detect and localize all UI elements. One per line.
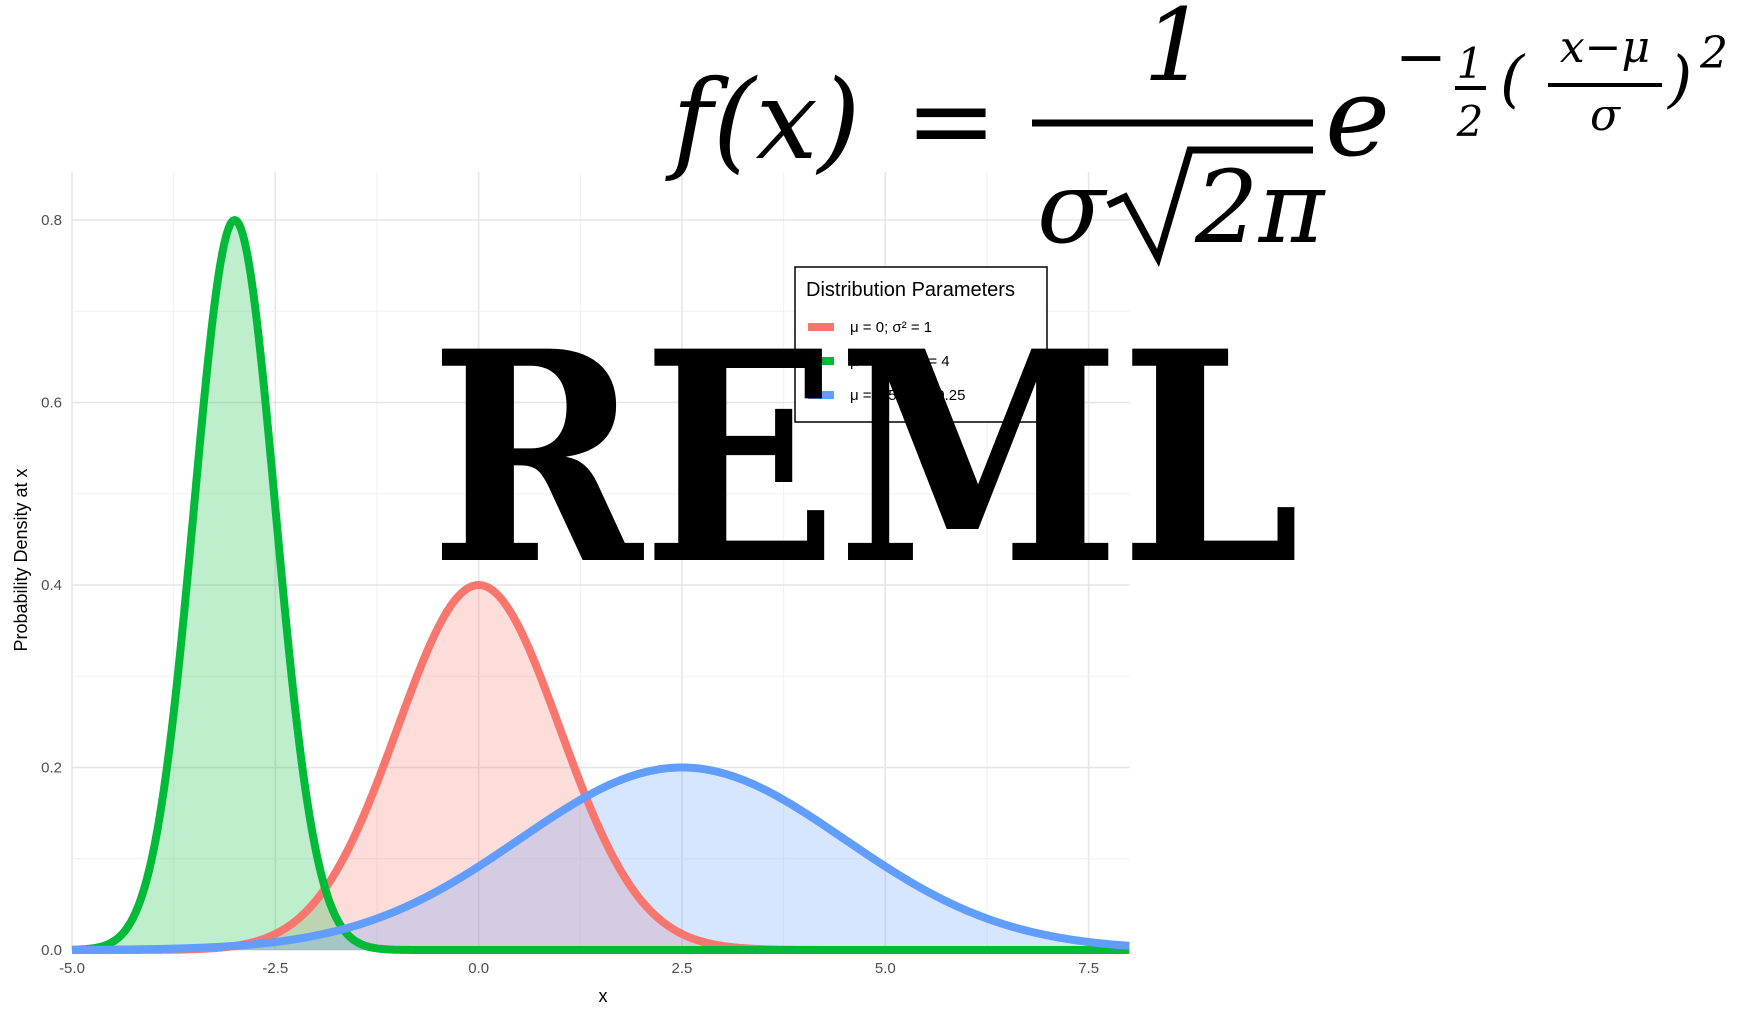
density-area-3 (72, 767, 1130, 950)
density-area-2 (72, 220, 1130, 950)
formula-exp-open: ( (1500, 42, 1526, 115)
x-tick-label: 7.5 (1078, 960, 1099, 977)
y-tick-label: 0.6 (41, 395, 62, 412)
formula-equals: = (905, 56, 997, 184)
x-tick-labels: -5.0 -2.5 0.0 2.5 5.0 7.5 (59, 960, 1099, 977)
formula-exp-close: ) (1666, 42, 1692, 115)
formula-exp-minus: − (1395, 20, 1447, 93)
formula-exp-half-num: 1 (1457, 39, 1484, 88)
density-area-1 (72, 585, 1130, 950)
y-tick-labels: 0.0 0.2 0.4 0.6 0.8 (41, 212, 62, 959)
x-tick-label: 5.0 (875, 960, 896, 977)
formula-numerator: 1 (1143, 0, 1207, 104)
legend-items: μ = 0; σ² = 1 μ = -2.5; σ² = 4 μ = 2.5; σ²… (808, 319, 965, 404)
formula-exp-half-den: 2 (1456, 97, 1484, 146)
legend: Distribution Parameters μ = 0; σ² = 1μ =… (794, 266, 1048, 423)
formula-exp-inner-den: σ (1590, 90, 1622, 141)
density-line-3 (70, 763, 1132, 954)
x-tick-label: 0.0 (468, 960, 489, 977)
formula-base: e (1325, 53, 1390, 181)
formula-exp-inner-num: x−μ (1560, 22, 1650, 73)
density-line-2 (70, 216, 1132, 954)
overlay-title: REML (430, 289, 1300, 629)
formula-denominator-radicand: 2π (1194, 149, 1327, 266)
formula-lhs: f(x) (665, 56, 861, 184)
formula-exp-power: 2 (1699, 28, 1728, 79)
y-tick-label: 0.2 (41, 760, 62, 777)
y-tick-label: 0.8 (41, 212, 62, 229)
x-tick-label: 2.5 (672, 960, 693, 977)
formula-denominator-sigma: σ (1037, 149, 1108, 266)
legend-label-3: μ = 2.5; σ² = 0.25 (850, 387, 965, 404)
normal-density-formula: f(x) = 1 σ 2π e − 1 2 ( x−μ σ ) 2 (665, 0, 1728, 268)
legend-label-2: μ = -2.5; σ² = 4 (850, 353, 950, 370)
y-tick-label: 0.0 (41, 942, 62, 959)
x-tick-label: -5.0 (59, 960, 85, 977)
x-tick-label: -2.5 (262, 960, 288, 977)
grid (71, 172, 1130, 951)
legend-box (794, 266, 1048, 423)
y-axis-title: Probability Density at x (11, 468, 31, 651)
x-axis-title: x (599, 986, 608, 1006)
y-tick-label: 0.4 (41, 577, 62, 594)
density-fills (72, 220, 1130, 950)
formula-sqrt-sign (1106, 146, 1313, 268)
legend-title: Distribution Parameters (806, 279, 1015, 301)
legend-label-1: μ = 0; σ² = 1 (850, 319, 932, 336)
density-lines (70, 216, 1132, 954)
